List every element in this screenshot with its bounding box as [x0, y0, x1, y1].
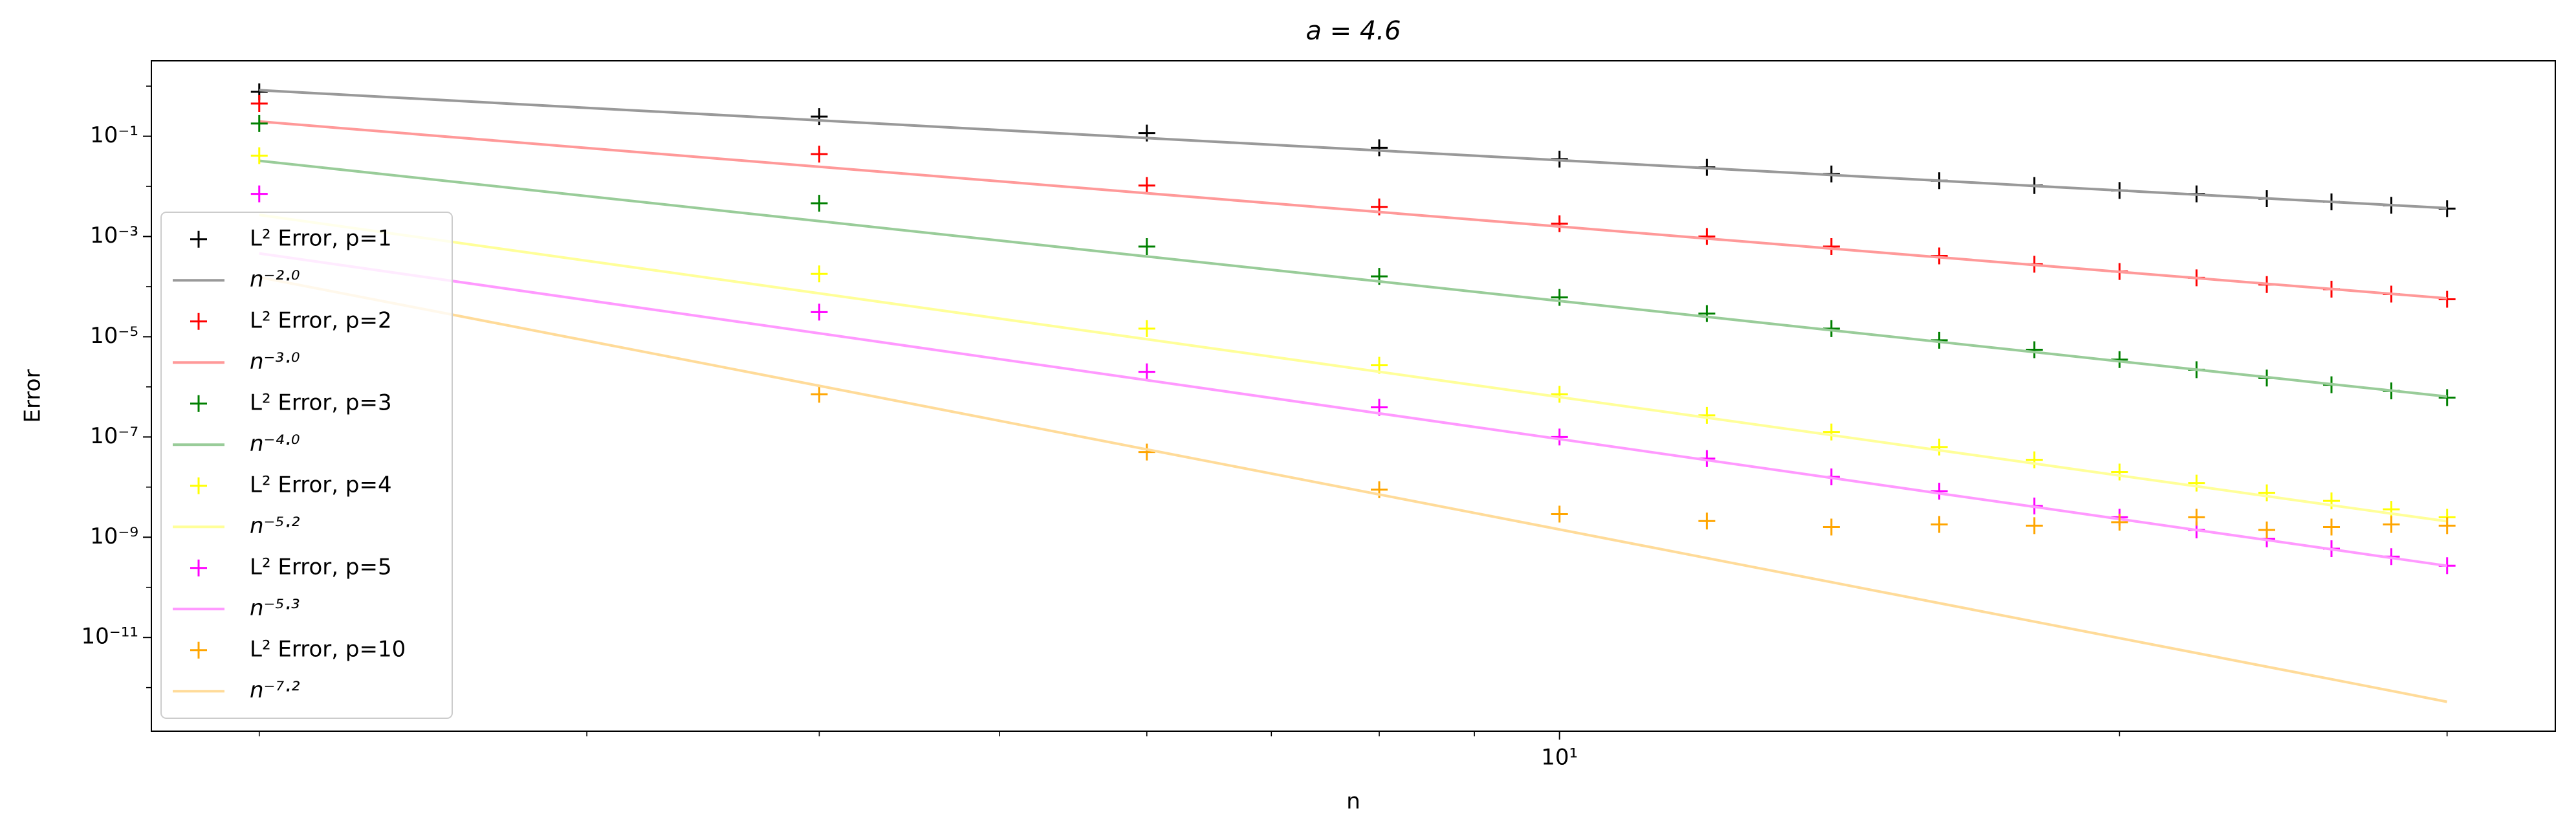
legend-label: n⁻³·⁰	[250, 349, 300, 375]
marker	[2438, 291, 2456, 308]
y-tick-label: 10⁻⁷	[90, 423, 138, 449]
marker	[811, 108, 828, 126]
marker	[2438, 517, 2456, 534]
legend-label: n⁻²·⁰	[250, 267, 300, 292]
marker	[2111, 463, 2128, 481]
legend-label: L² Error, p=2	[250, 307, 392, 333]
marker	[1551, 289, 1568, 306]
marker	[1371, 139, 1388, 157]
legend-label: L² Error, p=10	[250, 636, 406, 662]
marker	[811, 195, 828, 212]
fit-line	[259, 214, 2447, 523]
y-tick-label: 10⁻¹¹	[82, 624, 138, 650]
marker	[2025, 451, 2043, 468]
chart-title: a = 4.6	[1305, 16, 1401, 46]
marker	[1551, 505, 1568, 523]
y-tick-label: 10⁻⁵	[90, 323, 138, 349]
marker	[811, 386, 828, 403]
marker	[1138, 238, 1155, 256]
y-tick-label: 10⁻¹	[90, 122, 138, 148]
marker	[2188, 474, 2205, 492]
x-tick-label: 10¹	[1541, 745, 1578, 771]
fit-line	[259, 89, 2447, 210]
legend-label: n⁻⁷·²	[250, 677, 300, 703]
plot-frame	[151, 60, 2556, 732]
fit-line	[259, 252, 2448, 567]
marker	[1138, 443, 1155, 461]
legend-marker	[190, 395, 207, 412]
marker	[1930, 483, 1948, 500]
marker	[2323, 492, 2341, 510]
marker	[1822, 423, 1840, 441]
marker	[811, 265, 828, 283]
marker	[2383, 516, 2400, 533]
y-tick-label: 10⁻⁹	[90, 523, 138, 549]
legend-label: n⁻⁵·²	[250, 513, 300, 539]
marker	[2383, 501, 2400, 518]
marker	[250, 147, 268, 164]
legend: L² Error, p=1 n⁻²·⁰ L² Error, p=2 n⁻³·⁰ L² E…	[160, 212, 453, 719]
legend-label: L² Error, p=5	[250, 554, 392, 580]
legend-label: L² Error, p=3	[250, 390, 392, 415]
marker	[2323, 518, 2341, 536]
fit-line	[259, 120, 2447, 300]
legend-label: L² Error, p=4	[250, 472, 392, 498]
marker	[811, 303, 828, 321]
marker	[1930, 516, 1948, 533]
marker	[2025, 341, 2043, 358]
marker	[1138, 177, 1155, 194]
marker	[2111, 513, 2128, 531]
legend-label: n⁻⁴·⁰	[250, 431, 300, 457]
legend-marker	[190, 477, 207, 494]
marker	[250, 94, 268, 112]
legend-marker	[190, 230, 207, 248]
marker	[1698, 228, 1716, 245]
marker	[1822, 238, 1840, 256]
marker	[1930, 438, 1948, 456]
scatter-series	[250, 147, 2456, 526]
marker	[2258, 484, 2276, 501]
marker	[250, 185, 268, 203]
y-axis-label: Error	[20, 369, 46, 423]
scatter-series	[250, 185, 2456, 575]
y-tick-label: 10⁻³	[90, 223, 138, 248]
marker	[2258, 521, 2276, 538]
marker	[2438, 389, 2456, 406]
legend-label: n⁻⁵·³	[250, 595, 300, 621]
marker	[811, 146, 828, 163]
marker	[1698, 305, 1716, 322]
marker	[1138, 320, 1155, 337]
marker	[1698, 406, 1716, 424]
marker	[1822, 518, 1840, 536]
legend-marker	[190, 641, 207, 659]
marker	[250, 115, 268, 132]
legend-box	[160, 212, 453, 719]
x-axis-label: n	[1346, 789, 1360, 815]
fit-line	[259, 276, 2448, 703]
plot-area	[250, 83, 2456, 703]
scatter-series	[250, 94, 2456, 308]
marker	[2188, 509, 2205, 526]
marker	[1698, 512, 1716, 530]
marker	[2025, 517, 2043, 534]
marker	[1138, 363, 1155, 380]
legend-label: L² Error, p=1	[250, 225, 392, 251]
fit-line	[259, 159, 2447, 398]
legend-marker	[190, 313, 207, 330]
scatter-series	[811, 386, 2456, 538]
marker	[1551, 386, 1568, 403]
marker	[1551, 215, 1568, 232]
legend-marker	[190, 559, 207, 577]
